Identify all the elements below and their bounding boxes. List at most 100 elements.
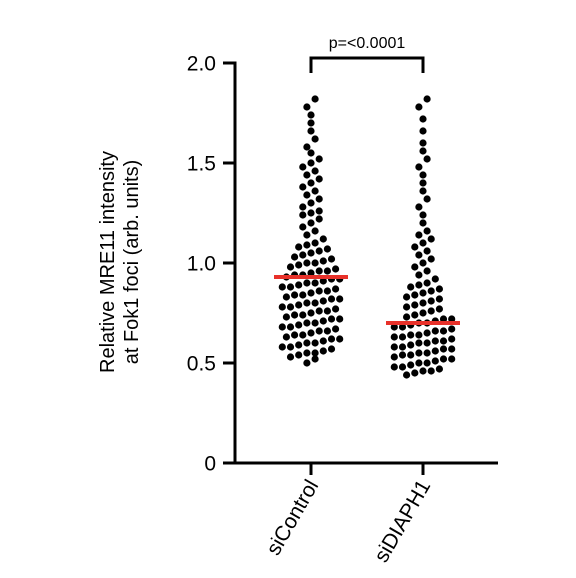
data-point <box>291 291 299 299</box>
data-point <box>311 167 319 175</box>
data-point <box>323 267 331 275</box>
data-point <box>327 335 336 343</box>
data-point <box>315 195 323 203</box>
data-point <box>303 171 311 179</box>
data-point <box>419 309 427 317</box>
y-axis: 0 0.5 1.0 1.5 2.0 <box>187 53 237 476</box>
data-point <box>307 219 315 227</box>
data-point <box>398 351 407 359</box>
data-point <box>419 289 427 297</box>
data-point <box>303 103 311 111</box>
data-point <box>311 299 319 307</box>
data-point <box>291 311 299 319</box>
data-point <box>435 305 443 313</box>
data-point <box>315 267 323 275</box>
data-point <box>299 223 307 231</box>
data-point <box>315 155 323 163</box>
data-point <box>415 103 423 111</box>
data-point <box>403 371 411 379</box>
data-point <box>336 335 344 343</box>
data-point <box>303 231 311 239</box>
data-point <box>303 349 311 357</box>
data-point <box>311 355 319 363</box>
data-point <box>419 259 427 267</box>
data-point <box>419 239 427 247</box>
data-point <box>415 271 423 279</box>
data-point <box>390 353 398 361</box>
data-point <box>319 317 327 325</box>
x-category-label: siDIAPH1 <box>370 476 435 566</box>
data-point <box>299 211 307 219</box>
data-point <box>423 155 431 163</box>
data-point <box>419 139 427 147</box>
y-tick-label: 2.0 <box>187 53 216 76</box>
data-point <box>403 303 411 311</box>
data-point <box>307 119 315 127</box>
data-point <box>319 297 327 305</box>
y-tick-label: 0.5 <box>187 353 216 376</box>
data-point <box>315 287 323 295</box>
data-point <box>398 323 407 331</box>
data-point <box>423 359 431 367</box>
data-point <box>286 263 295 271</box>
data-point <box>303 143 311 151</box>
data-point <box>439 345 448 353</box>
data-point <box>415 331 423 339</box>
data-point <box>423 267 431 275</box>
data-point <box>295 243 303 251</box>
data-point <box>327 255 336 263</box>
data-point <box>419 219 427 227</box>
data-point <box>411 369 419 377</box>
data-point <box>415 203 423 211</box>
data-point <box>403 293 411 301</box>
data-point <box>439 355 448 363</box>
data-point <box>423 227 431 235</box>
data-point <box>315 247 323 255</box>
data-point <box>303 191 311 199</box>
data-point <box>431 347 439 355</box>
data-point <box>439 315 448 323</box>
data-point <box>307 249 315 257</box>
data-point <box>327 295 336 303</box>
data-point <box>390 323 398 331</box>
data-point <box>398 363 407 371</box>
data-point <box>419 171 427 179</box>
data-point <box>323 307 331 315</box>
data-point <box>295 301 303 309</box>
data-point <box>407 351 415 359</box>
data-point <box>295 261 303 269</box>
data-point <box>431 327 439 335</box>
data-point <box>323 287 331 295</box>
data-point <box>411 243 419 251</box>
data-point <box>299 331 307 339</box>
data-point <box>319 277 327 285</box>
x-axis: siControl siDIAPH1 <box>233 461 498 566</box>
significance-annotation: p=<0.0001 <box>309 35 425 73</box>
data-point <box>303 319 311 327</box>
data-point <box>415 163 423 171</box>
data-point <box>419 115 427 123</box>
data-point <box>398 343 407 351</box>
data-point <box>311 187 319 195</box>
data-point <box>427 307 435 315</box>
data-point <box>315 175 323 183</box>
data-point <box>407 341 415 349</box>
data-point <box>419 147 427 155</box>
data-point <box>315 215 323 223</box>
data-point <box>315 207 323 215</box>
data-point <box>307 209 315 217</box>
data-point <box>390 343 398 351</box>
data-point <box>315 307 323 315</box>
data-point <box>398 333 407 341</box>
data-point <box>278 323 286 331</box>
y-tick-label: 1.0 <box>187 253 216 276</box>
y-tick-label: 0 <box>204 453 216 476</box>
data-point <box>415 339 423 347</box>
data-point <box>307 149 315 157</box>
data-point <box>448 345 456 353</box>
data-point <box>423 329 431 337</box>
data-point <box>295 281 303 289</box>
significance-bracket <box>309 56 425 73</box>
data-point <box>336 295 344 303</box>
